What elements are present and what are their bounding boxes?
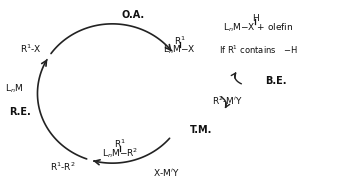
Text: R$^1$: R$^1$ — [174, 34, 186, 47]
Text: R$^1$-R$^2$: R$^1$-R$^2$ — [50, 161, 75, 173]
Text: B.E.: B.E. — [265, 76, 286, 86]
Text: L$_n$M$-$X: L$_n$M$-$X — [163, 44, 196, 56]
Text: O.A.: O.A. — [121, 10, 144, 20]
Text: L$_n$M$-$R$^2$: L$_n$M$-$R$^2$ — [102, 146, 138, 160]
Text: L$_n$M$-$X + olefin: L$_n$M$-$X + olefin — [223, 21, 294, 34]
Text: R$^2$-M$'$Y: R$^2$-M$'$Y — [212, 95, 244, 107]
Text: If R$^1$ contains   $-$H: If R$^1$ contains $-$H — [219, 43, 298, 56]
Text: H: H — [252, 14, 259, 23]
Text: R$^1$: R$^1$ — [114, 138, 126, 150]
Text: L$_n$M: L$_n$M — [5, 82, 23, 95]
Text: X-M$'$Y: X-M$'$Y — [153, 167, 180, 178]
Text: R.E.: R.E. — [10, 107, 31, 117]
Text: R$^1$-X: R$^1$-X — [20, 43, 42, 55]
Text: T.M.: T.M. — [189, 125, 212, 135]
